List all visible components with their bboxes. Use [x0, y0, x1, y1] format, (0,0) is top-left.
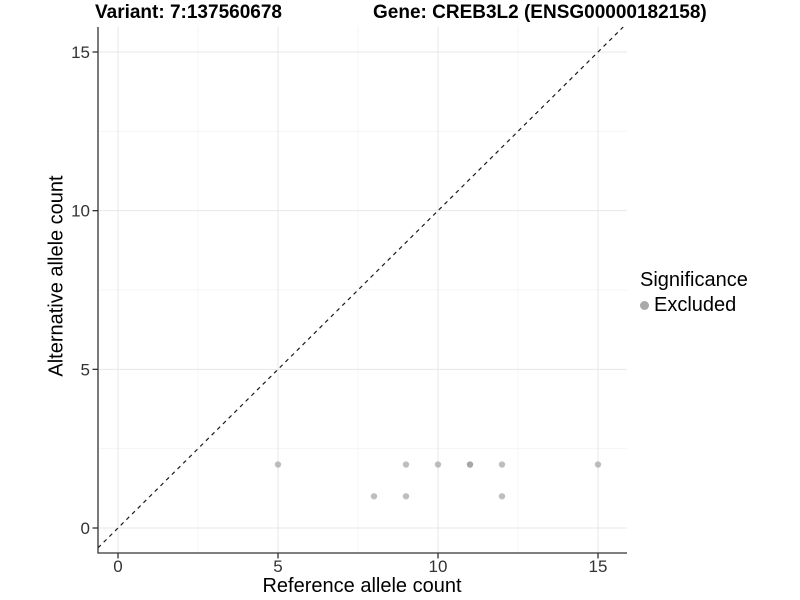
variant-title: Variant: 7:137560678: [95, 2, 282, 23]
data-point: [402, 493, 410, 500]
data-point: [370, 493, 378, 500]
data-point: [274, 461, 282, 468]
data-point: [402, 461, 410, 468]
identity-line: [97, 26, 624, 549]
y-axis-title: Alternative allele count: [45, 175, 68, 377]
data-point: [434, 461, 442, 468]
axis-lines: [97, 27, 627, 554]
gene-title: Gene: CREB3L2 (ENSG00000182158): [373, 2, 707, 23]
x-tick-label: 0: [113, 557, 122, 576]
y-tick-label: 0: [81, 519, 90, 538]
y-tick-label: 10: [71, 202, 90, 221]
legend-entry-label: Excluded: [654, 294, 737, 316]
data-point: [466, 461, 474, 468]
x-tick-label: 10: [429, 557, 448, 576]
legend-entry-excluded: Excluded: [640, 294, 748, 316]
y-tick-label: 5: [81, 360, 90, 379]
y-tick-label: 15: [71, 43, 90, 62]
excluded-marker-icon: [640, 300, 649, 310]
x-axis-title: Reference allele count: [262, 575, 462, 597]
data-point: [498, 493, 506, 500]
x-tick-label: 5: [273, 557, 282, 576]
x-tick-label: 15: [589, 557, 608, 576]
data-point: [594, 461, 602, 468]
legend-title: Significance: [640, 269, 748, 291]
data-point: [498, 461, 506, 468]
legend: Significance Excluded: [640, 269, 748, 316]
